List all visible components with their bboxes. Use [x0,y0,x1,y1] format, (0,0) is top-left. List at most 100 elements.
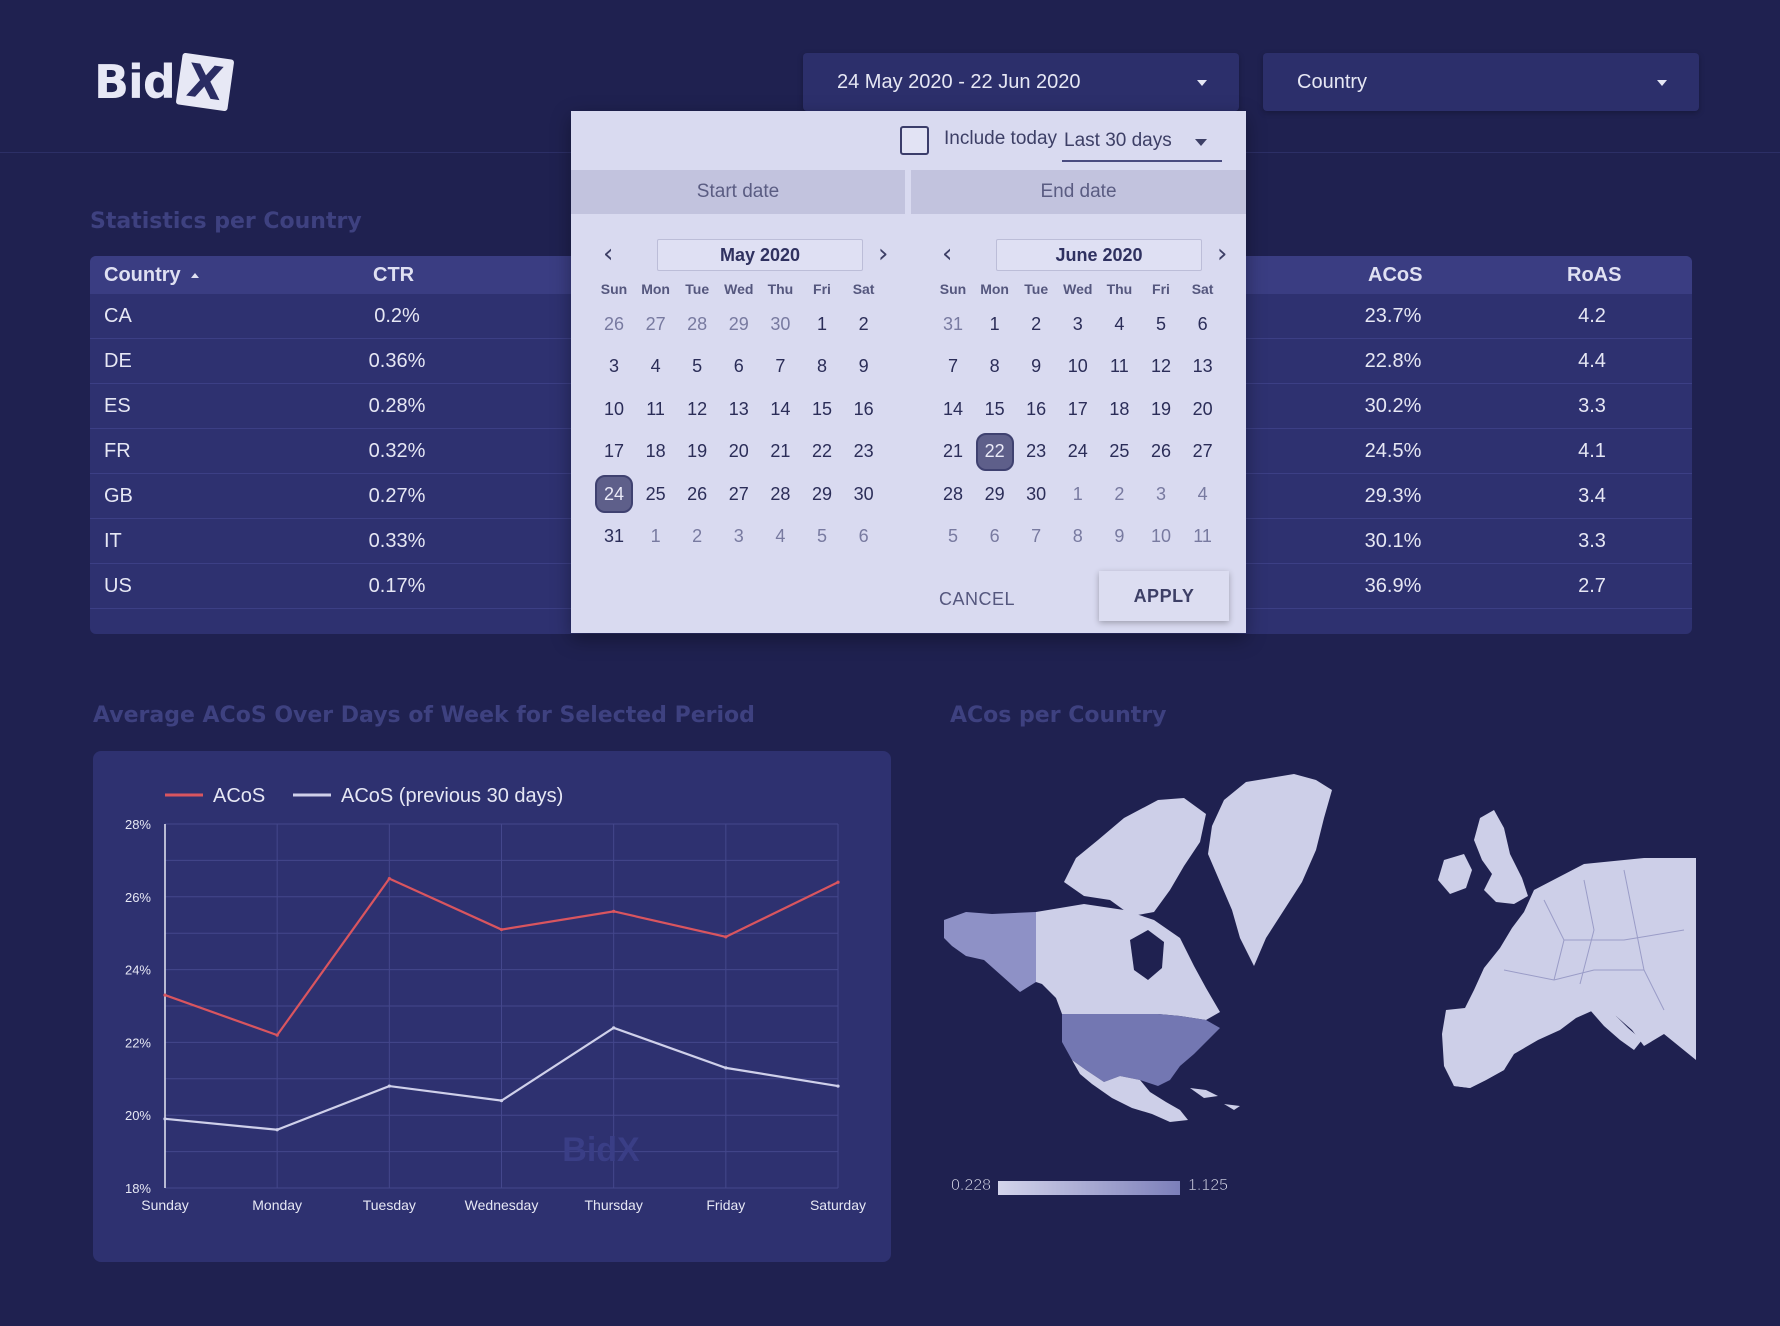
map-region-greenland[interactable] [1208,774,1332,966]
column-header-roas[interactable]: RoAS [1567,264,1622,286]
calendar-day[interactable]: 12 [687,398,708,419]
calendar-day[interactable]: 7 [1031,526,1042,546]
country-select[interactable]: Country [1263,53,1699,111]
chevron-right-icon[interactable]: › [878,239,889,269]
calendar-day[interactable]: 2 [692,526,703,546]
calendar-day[interactable]: 19 [1150,398,1172,419]
calendar-day[interactable]: 15 [984,398,1005,419]
calendar-day[interactable]: 31 [942,313,964,334]
calendar-day[interactable]: 15 [811,398,833,419]
calendar-day[interactable]: 28 [770,483,791,504]
map-region-usa[interactable] [1062,1014,1220,1086]
calendar-day[interactable]: 20 [1192,398,1213,419]
calendar-day[interactable]: 4 [650,356,661,376]
calendar-day[interactable]: 3 [733,526,744,546]
calendar-day[interactable]: 24 [1067,441,1088,461]
calendar-day[interactable]: 14 [770,398,791,419]
calendar-day[interactable]: 17 [1067,398,1088,419]
selected-day[interactable]: 24 [595,475,633,513]
calendar-day[interactable]: 8 [1072,526,1083,546]
calendar-day[interactable]: 11 [1193,526,1212,546]
calendar-day[interactable]: 7 [947,356,958,376]
column-header-country[interactable]: Country [104,264,199,287]
calendar-day[interactable]: 31 [603,526,625,546]
chevron-down-icon[interactable] [1195,139,1207,146]
calendar-day[interactable]: 9 [1114,526,1125,546]
calendar-day[interactable]: 1 [989,313,1000,334]
calendar-day[interactable]: 2 [1114,483,1125,504]
map-region-arctic-islands[interactable] [1064,798,1206,916]
calendar-day[interactable]: 6 [1197,313,1208,334]
calendar-day[interactable]: 21 [770,441,791,461]
calendar-day[interactable]: 1 [816,313,827,334]
map-region-iberia[interactable] [1442,1006,1520,1088]
calendar-day[interactable]: 11 [1110,356,1129,376]
calendar-day[interactable]: 18 [645,441,666,461]
calendar-day[interactable]: 10 [1150,526,1172,546]
calendar-day[interactable]: 9 [1031,356,1042,376]
calendar-day[interactable]: 22 [811,441,833,461]
calendar-day[interactable]: 20 [728,441,749,461]
calendar-day[interactable]: 6 [858,526,869,546]
map-region-mexico[interactable] [1072,1060,1188,1122]
range-preset-select[interactable]: Last 30 days [1064,130,1172,151]
column-header-ctr[interactable]: CTR [373,264,415,286]
chevron-right-icon[interactable]: › [1217,239,1228,269]
calendar-day[interactable]: 3 [1155,483,1166,504]
calendar-day[interactable]: 30 [770,313,791,334]
calendar-day[interactable]: 10 [603,398,625,419]
calendar-day[interactable]: 2 [1031,313,1042,334]
map-region-ireland[interactable] [1438,854,1472,894]
calendar-day[interactable]: 2 [858,313,869,334]
calendar-day[interactable]: 13 [1192,356,1213,376]
calendar-day[interactable]: 4 [775,526,786,546]
calendar-day[interactable]: 25 [1109,441,1130,461]
map-region-canada[interactable] [1036,904,1220,1020]
calendar-day[interactable]: 8 [816,356,827,376]
calendar-day[interactable]: 5 [947,526,958,546]
calendar-day[interactable]: 26 [603,313,625,334]
calendar-day[interactable]: 29 [811,483,833,504]
calendar-day[interactable]: 26 [1150,441,1172,461]
calendar-day[interactable]: 28 [942,483,964,504]
chevron-left-icon[interactable]: ‹ [603,239,614,269]
calendar-day[interactable]: 13 [728,398,749,419]
bidx-logo[interactable]: Bid X [94,52,235,112]
tab-start-date[interactable]: Start date [571,170,905,214]
calendar-day[interactable]: 28 [687,313,708,334]
tab-end-date[interactable]: End date [911,170,1246,214]
include-today-checkbox[interactable] [900,126,929,155]
column-header-acos[interactable]: ACoS [1368,264,1423,286]
calendar-day[interactable]: 12 [1150,356,1172,376]
calendar-day[interactable]: 6 [733,356,744,376]
selected-day[interactable]: 22 [975,432,1014,471]
calendar-day[interactable]: 11 [646,398,665,419]
calendar-day[interactable]: 5 [1155,313,1166,334]
map-region-uk[interactable] [1474,810,1528,904]
calendar-day[interactable]: 14 [942,398,964,419]
calendar-day[interactable]: 21 [942,441,964,461]
calendar-day[interactable]: 10 [1067,356,1088,376]
calendar-day[interactable]: 16 [853,398,874,419]
calendar-day[interactable]: 4 [1114,313,1125,334]
calendar-day[interactable]: 16 [1026,398,1047,419]
calendar-day[interactable]: 23 [853,441,874,461]
calendar-day[interactable]: 3 [608,356,619,376]
calendar-day[interactable]: 27 [728,483,749,504]
apply-button[interactable]: APPLY [1099,571,1229,621]
chevron-left-icon[interactable]: ‹ [942,239,953,269]
calendar-day[interactable]: 3 [1072,313,1083,334]
calendar-day[interactable]: 1 [1072,483,1083,504]
calendar-day[interactable]: 25 [645,483,666,504]
calendar-day[interactable]: 1 [650,526,661,546]
calendar-day[interactable]: 8 [989,356,1000,376]
calendar-day[interactable]: 9 [858,356,869,376]
calendar-day[interactable]: 29 [984,483,1005,504]
calendar-day[interactable]: 6 [989,526,1000,546]
calendar-day[interactable]: 7 [775,356,786,376]
calendar-day[interactable]: 5 [816,526,827,546]
calendar-day[interactable]: 26 [687,483,708,504]
calendar-day[interactable]: 23 [1026,441,1047,461]
calendar-day[interactable]: 5 [692,356,703,376]
calendar-day[interactable]: 18 [1109,398,1130,419]
